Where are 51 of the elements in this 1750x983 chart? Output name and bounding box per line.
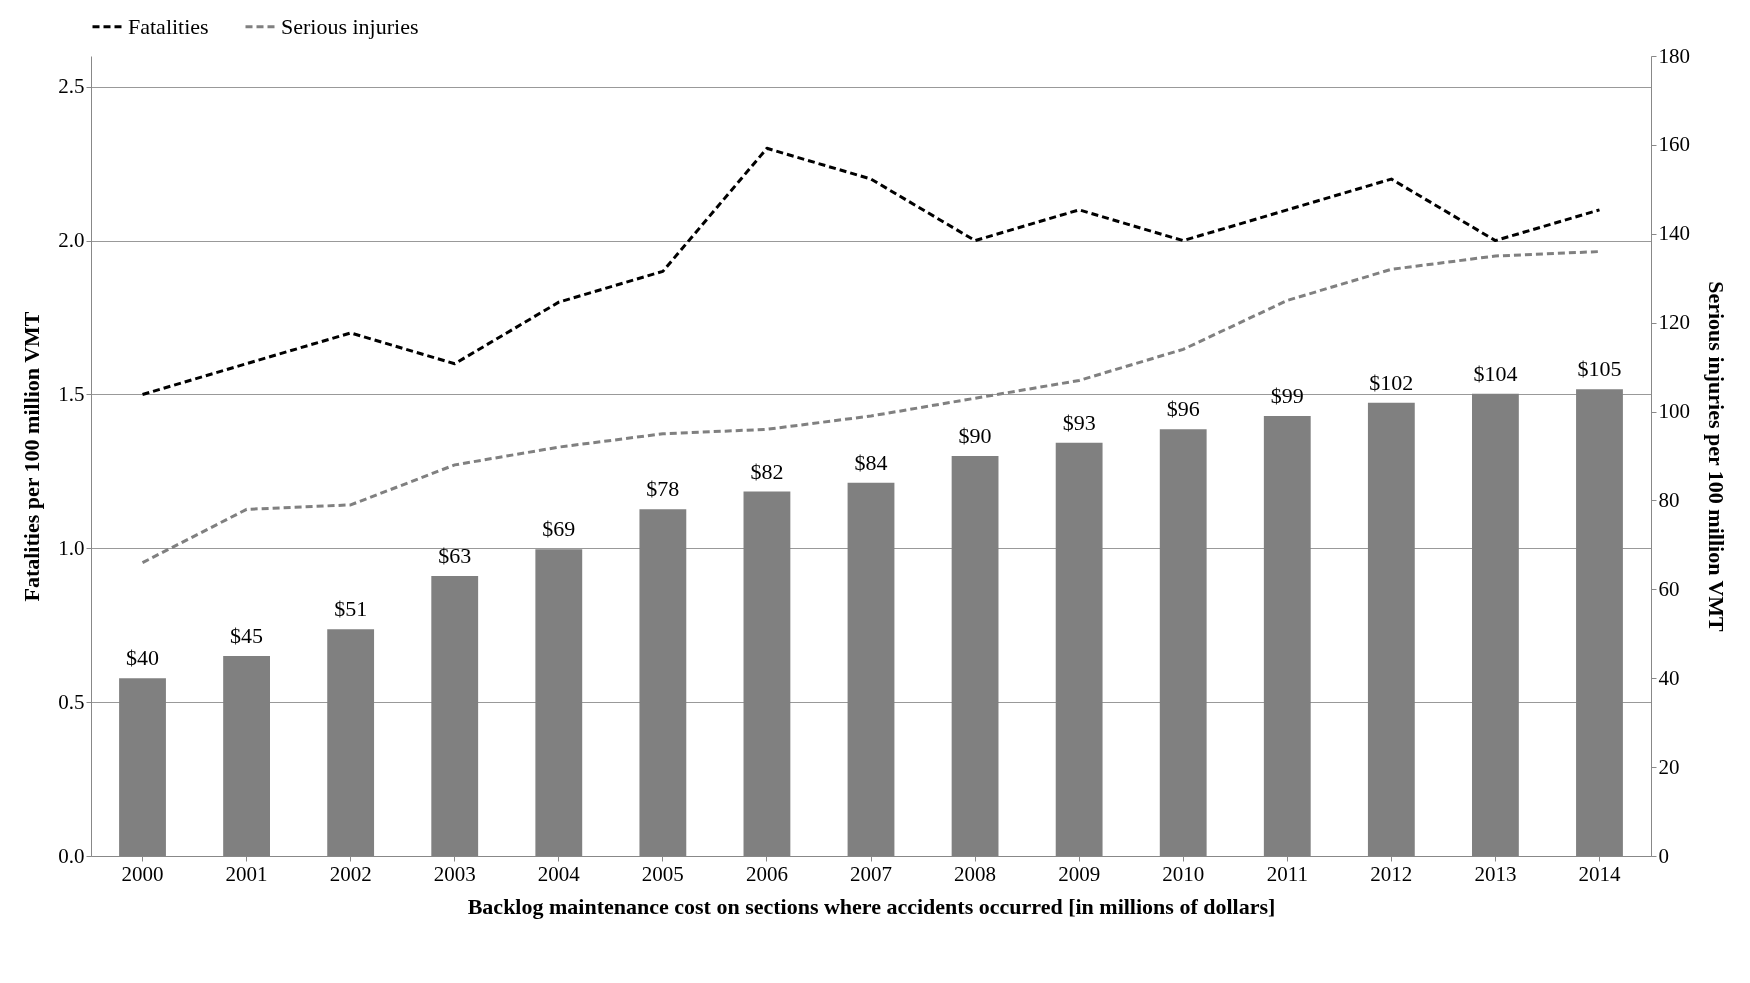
y2-tick-label: 40 [1658,665,1680,690]
y2-tick-label: 80 [1658,487,1680,512]
legend-label: Fatalities [128,13,209,39]
x-tick-label: 2005 [641,861,684,886]
x-axis-title: Backlog maintenance cost on sections where accidents occurred [in millions of dollars] [467,893,1276,919]
data-label: $51 [334,596,368,622]
y-tick-label: 2.0 [58,228,85,253]
data-label: $104 [1473,360,1518,386]
x-tick-label: 2011 [1266,861,1308,886]
y2-tick-label: 180 [1658,43,1690,68]
y2-tick-label: 120 [1658,310,1690,335]
data-label: $90 [958,423,992,448]
y-tick-label: 0.5 [58,689,85,714]
y-axis-title: Fatalities per 100 million VMT [19,311,45,602]
x-tick-label: 2003 [433,861,476,886]
data-label: $45 [230,623,264,648]
x-tick-label: 2010 [1162,861,1205,886]
x-tick-label: 2001 [225,861,268,886]
data-label: $93 [1062,409,1096,435]
data-label: $84 [854,449,888,475]
data-label: $99 [1270,383,1304,408]
y-tick-label: 0.0 [58,843,85,868]
data-label: $105 [1577,356,1622,382]
y-tick-label: 2.5 [58,74,85,99]
data-label: $96 [1166,396,1200,422]
y-tick-label: 1.0 [58,535,85,560]
x-tick-label: 2009 [1058,861,1101,886]
data-label: $69 [542,516,576,542]
x-tick-label: 2014 [1578,861,1621,886]
y2-tick-label: 20 [1658,754,1680,779]
x-tick-label: 2004 [537,861,581,886]
x-tick-label: 2002 [329,861,372,886]
y2-tick-label: 140 [1658,221,1690,246]
x-tick-label: 2006 [745,861,788,886]
y2-tick-label: 100 [1658,399,1690,424]
y2-tick-label: 0 [1658,843,1669,868]
data-label: $63 [438,543,472,568]
x-tick-label: 2008 [954,861,997,886]
x-tick-label: 2012 [1370,861,1413,886]
y2-axis-title: Serious injuries per 100 million VMT [1704,281,1729,633]
data-label: $82 [750,458,784,484]
y2-tick-label: 160 [1658,132,1690,157]
legend-label: Serious injuries [281,13,419,39]
y2-tick-label: 60 [1658,576,1680,601]
data-label: $78 [646,476,680,502]
x-tick-label: 2007 [850,861,892,886]
y-tick-label: 1.5 [58,381,85,406]
data-label: $40 [126,645,160,671]
data-label: $102 [1369,369,1414,395]
x-tick-label: 2013 [1474,861,1517,886]
x-tick-label: 2000 [121,861,164,886]
